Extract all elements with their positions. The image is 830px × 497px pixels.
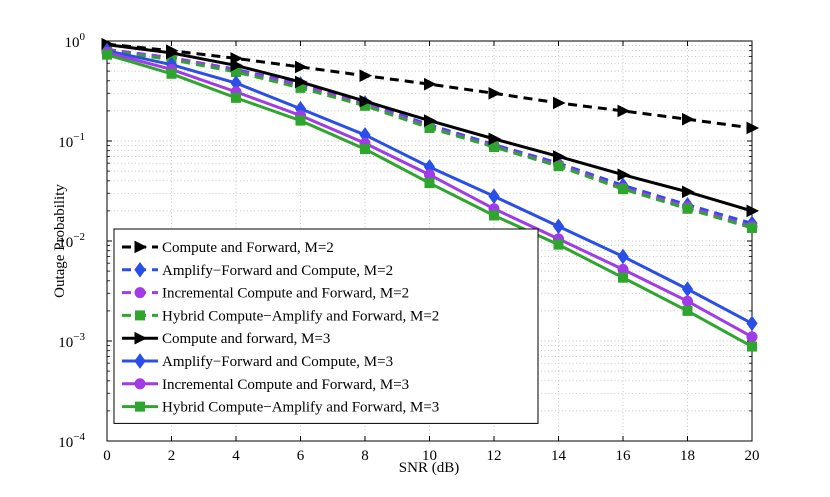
data-point bbox=[295, 60, 308, 74]
x-tick-label: 6 bbox=[297, 448, 305, 464]
legend-label: Amplify−Forward and Compute, M=3 bbox=[162, 354, 393, 370]
data-point bbox=[682, 112, 695, 126]
data-point bbox=[489, 210, 499, 221]
series-8 bbox=[102, 49, 757, 352]
legend-label: Incremental Compute and Forward, M=3 bbox=[162, 377, 409, 393]
data-point bbox=[488, 132, 502, 146]
data-point bbox=[166, 46, 179, 60]
x-tick-label: 12 bbox=[487, 448, 502, 464]
legend-marker bbox=[134, 240, 148, 254]
x-tick-label: 18 bbox=[680, 448, 695, 464]
x-tick-label: 14 bbox=[551, 448, 567, 464]
legend-entry: Amplify−Forward and Compute, M=3 bbox=[122, 353, 393, 370]
legend-label: Compute and Forward, M=2 bbox=[162, 240, 334, 256]
y-tick-label: 10−2 bbox=[58, 231, 85, 251]
x-tick-label: 16 bbox=[616, 448, 632, 464]
data-point bbox=[488, 86, 502, 100]
data-point bbox=[682, 203, 693, 214]
legend-marker bbox=[134, 353, 146, 369]
legend-entry: Hybrid Compute−Amplify and Forward, M=2 bbox=[122, 308, 439, 324]
data-point bbox=[553, 161, 564, 172]
data-point bbox=[166, 68, 177, 79]
data-point bbox=[617, 104, 631, 118]
data-point bbox=[231, 92, 241, 103]
y-axis: 100 10−1 10−2 10−3 10−4 bbox=[58, 31, 752, 451]
data-point bbox=[746, 204, 760, 218]
data-point bbox=[359, 94, 373, 108]
legend-entry: Incremental Compute and Forward, M=3 bbox=[122, 377, 409, 393]
legend-marker bbox=[134, 331, 148, 345]
data-point bbox=[295, 115, 306, 126]
x-tick-label: 20 bbox=[745, 448, 760, 464]
x-tick-label: 0 bbox=[103, 448, 111, 464]
y-tick-label: 10−1 bbox=[58, 131, 85, 151]
legend-entry: Incremental Compute and Forward, M=2 bbox=[122, 286, 409, 302]
legend-label: Hybrid Compute−Amplify and Forward, M=3 bbox=[162, 400, 439, 416]
data-point bbox=[746, 121, 760, 135]
data-point bbox=[682, 305, 693, 316]
legend-marker bbox=[135, 310, 145, 321]
series-5 bbox=[101, 38, 760, 218]
legend-marker bbox=[134, 261, 146, 278]
legend-marker bbox=[134, 287, 146, 299]
legend-entry: Hybrid Compute−Amplify and Forward, M=3 bbox=[122, 400, 439, 416]
data-point bbox=[618, 272, 628, 283]
legend-entry: Amplify−Forward and Compute, M=2 bbox=[122, 261, 393, 279]
x-axis-label: SNR (dB) bbox=[399, 460, 459, 476]
x-axis: 0 2 4 6 8 10 12 14 16 18 20 bbox=[103, 41, 760, 464]
data-point bbox=[360, 144, 370, 155]
legend-label: Amplify−Forward and Compute, M=2 bbox=[162, 263, 393, 279]
data-point bbox=[617, 248, 629, 265]
data-point bbox=[682, 295, 693, 307]
data-point bbox=[747, 222, 757, 233]
data-point bbox=[295, 75, 308, 89]
series-layer bbox=[101, 37, 760, 352]
legend-entry: Compute and Forward, M=2 bbox=[122, 240, 334, 256]
y-tick-label: 10−3 bbox=[58, 331, 85, 351]
data-point bbox=[553, 150, 566, 163]
data-point bbox=[746, 331, 758, 343]
y-tick-label: 10−4 bbox=[58, 431, 85, 451]
data-point bbox=[359, 69, 373, 82]
legend: Compute and Forward, M=2 Amplify−Forward … bbox=[113, 228, 539, 424]
legend-label: Incremental Compute and Forward, M=2 bbox=[162, 286, 409, 302]
data-point bbox=[424, 114, 437, 127]
data-point bbox=[747, 341, 757, 352]
data-point bbox=[746, 315, 758, 332]
legend-marker bbox=[135, 401, 145, 412]
data-point bbox=[424, 178, 435, 189]
legend-label: Compute and forward, M=3 bbox=[162, 331, 330, 347]
data-point bbox=[489, 142, 499, 153]
y-tick-label: 100 bbox=[65, 31, 86, 51]
x-tick-label: 4 bbox=[232, 448, 240, 464]
x-tick-label: 8 bbox=[361, 448, 369, 464]
y-axis-label: Outage Probability bbox=[52, 184, 68, 298]
x-tick-label: 2 bbox=[168, 448, 176, 464]
legend-label: Hybrid Compute−Amplify and Forward, M=2 bbox=[162, 308, 439, 324]
legend-box bbox=[113, 228, 539, 424]
legend-entry: Compute and forward, M=3 bbox=[122, 331, 330, 347]
data-point bbox=[553, 239, 564, 250]
data-point bbox=[424, 77, 437, 91]
data-point bbox=[102, 49, 112, 60]
data-point bbox=[618, 184, 628, 195]
data-point bbox=[682, 185, 695, 199]
data-point bbox=[230, 59, 244, 72]
legend-marker bbox=[134, 378, 146, 390]
data-point bbox=[553, 96, 566, 110]
x-tick-label: 10 bbox=[422, 448, 437, 464]
data-point bbox=[617, 168, 631, 182]
series-line bbox=[106, 42, 753, 130]
